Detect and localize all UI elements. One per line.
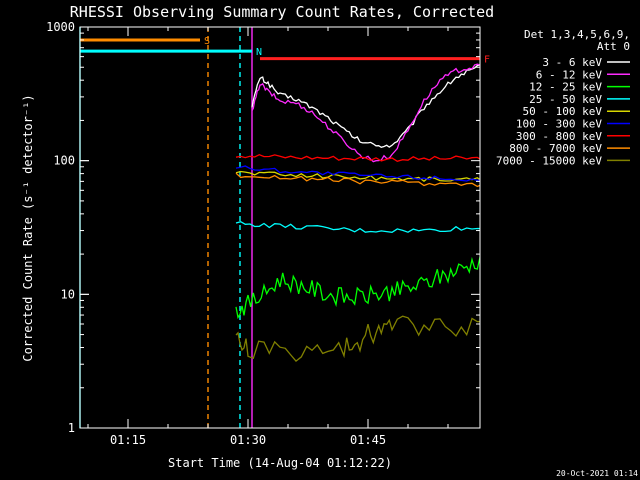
x-tick-label-1: 01:30 <box>230 433 266 447</box>
plot-frame <box>79 26 481 429</box>
y-axis-label: Corrected Count Rate (s⁻¹ detector⁻¹) <box>21 94 35 361</box>
y-tick-label-3: 1000 <box>46 20 75 34</box>
series-group <box>235 63 480 362</box>
legend-label-7: 800 - 7000 keV <box>509 142 602 155</box>
legend-label-0: 3 - 6 keV <box>542 56 602 69</box>
marker-label-1: N <box>256 47 262 58</box>
date-stamp: 20-Oct-2021 01:14 <box>556 469 638 478</box>
series-line-0 <box>251 64 480 149</box>
x-tick-label-2: 01:45 <box>350 433 386 447</box>
legend-label-8: 7000 - 15000 keV <box>496 154 602 167</box>
chart-title: RHESSI Observing Summary Count Rates, Co… <box>70 3 494 21</box>
series-line-5 <box>235 165 480 182</box>
legend-label-6: 300 - 800 keV <box>516 130 602 143</box>
legend-header-line-1: Det 1,3,4,5,6,9, <box>524 28 630 41</box>
legend-label-4: 50 - 100 keV <box>523 105 603 118</box>
y-tick-label-2: 100 <box>53 154 75 168</box>
series-line-7 <box>235 172 480 188</box>
legend-label-5: 100 - 300 keV <box>516 118 602 131</box>
series-line-1 <box>251 63 480 163</box>
y-tick-label-0: 1 <box>68 421 75 435</box>
legend-label-1: 6 - 12 keV <box>536 68 603 81</box>
marker-label-2: F <box>484 55 490 66</box>
series-line-2 <box>235 255 480 320</box>
y-tick-label-1: 10 <box>61 287 75 301</box>
series-line-8 <box>235 315 480 362</box>
legend-label-2: 12 - 25 keV <box>529 81 602 94</box>
x-tick-label-0: 01:15 <box>110 433 146 447</box>
x-axis-label: Start Time (14-Aug-04 01:12:22) <box>168 456 392 470</box>
series-line-6 <box>235 153 480 163</box>
legend-label-3: 25 - 50 keV <box>529 93 602 106</box>
marker-label-0: S <box>204 36 210 47</box>
series-line-3 <box>235 221 480 233</box>
legend-header-line-2: Att 0 <box>597 40 630 53</box>
